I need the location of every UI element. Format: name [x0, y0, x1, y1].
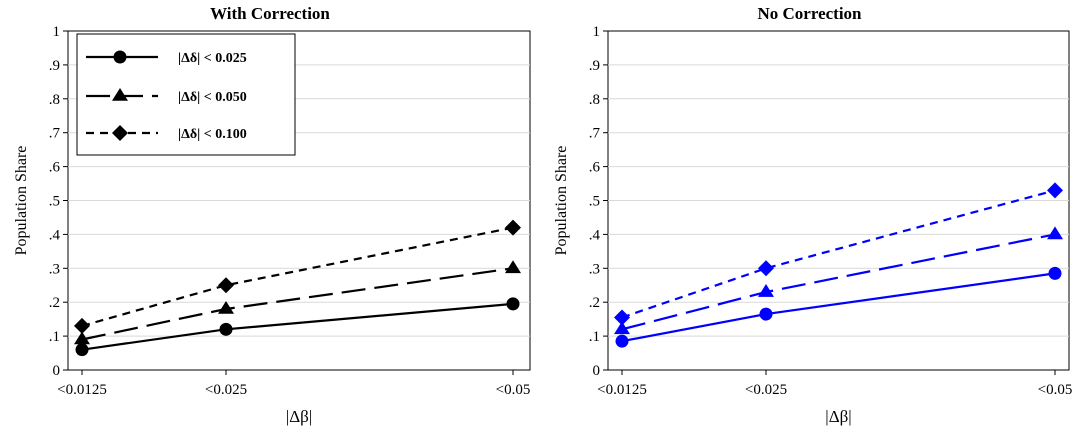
series-1: [75, 297, 520, 357]
legend-label: |Δδ| < 0.100: [178, 127, 247, 142]
data-point: [614, 321, 630, 335]
y-tick-label: .4: [49, 227, 61, 243]
series-3: [74, 219, 521, 334]
series-line: [621, 189, 1056, 319]
y-tick-label: 0: [593, 363, 601, 379]
data-point: [759, 307, 773, 321]
data-point: [218, 277, 234, 294]
y-tick-label: .3: [589, 261, 600, 277]
y-tick-label: 1: [53, 24, 61, 40]
data-point: [614, 309, 630, 326]
chart-panel-with-correction: With Correction 0 .1 .2 .3 .4 .5 .6 .7 .8 .9 1 <0.0…: [0, 0, 540, 439]
x-tick-label: <0.05: [496, 382, 531, 398]
series-3: [614, 182, 1063, 326]
x-axis-label: |Δβ|: [825, 407, 851, 426]
data-point: [506, 297, 520, 311]
data-point: [758, 284, 774, 297]
y-tick-label: .3: [49, 261, 60, 277]
x-tick-label: <0.0125: [597, 382, 647, 398]
legend-marker: [112, 88, 128, 101]
y-tick-label: .7: [49, 126, 61, 142]
y-tick-label: .6: [49, 160, 61, 176]
data-point: [758, 260, 774, 277]
y-tick-label: 1: [593, 24, 601, 40]
legend-marker: [112, 125, 128, 141]
y-tick-label: .5: [589, 194, 600, 210]
x-tick-label: <0.0125: [57, 382, 107, 398]
legend-marker: [113, 50, 127, 64]
y-tick-label: .2: [589, 295, 600, 311]
data-point: [74, 331, 90, 345]
data-point: [615, 334, 629, 348]
y-tick-label: 0: [53, 363, 61, 379]
data-point: [75, 343, 89, 357]
data-point: [505, 219, 521, 236]
data-point: [1048, 266, 1062, 280]
data-point: [219, 322, 233, 336]
y-tick-label: .2: [49, 295, 60, 311]
data-point: [74, 317, 90, 334]
x-axis-label: |Δβ|: [286, 407, 312, 426]
y-tick-label: .8: [49, 92, 60, 108]
y-tick-label: .4: [589, 227, 601, 243]
chart-panel-no-correction: No Correction 0 .1 .2 .3 .4 .5 .6 .7 .8 .9 1 <0.012…: [540, 0, 1079, 439]
series-2: [614, 226, 1063, 335]
data-point: [218, 300, 234, 314]
y-tick-label: .6: [589, 160, 601, 176]
data-point: [505, 260, 521, 274]
legend: |Δδ| < 0.025 |Δδ| < 0.050 |Δδ| < 0.100: [76, 33, 296, 156]
line-chart-with-correction: 0 .1 .2 .3 .4 .5 .6 .7 .8 .9 1 <0.0125 <0.025 <0.05 |Δ…: [13, 24, 531, 426]
line-chart-no-correction: 0 .1 .2 .3 .4 .5 .6 .7 .8 .9 1 <0.0125 <0.025 <0.05 |Δ…: [553, 24, 1073, 426]
y-axis-label: Population Share: [13, 146, 30, 256]
x-tick-label: <0.025: [205, 382, 247, 398]
y-tick-label: .1: [589, 329, 600, 345]
y-tick-label: .9: [589, 58, 600, 74]
y-tick-label: .7: [589, 126, 601, 142]
series-2: [74, 260, 521, 345]
data-point: [1047, 182, 1063, 199]
series-1: [615, 266, 1062, 348]
y-axis-label: Population Share: [553, 146, 570, 256]
x-tick-label: <0.025: [745, 382, 787, 398]
data-point: [1047, 226, 1063, 240]
legend-box: [76, 33, 296, 156]
x-tick-label: <0.05: [1038, 382, 1073, 398]
chart-title: No Correction: [757, 4, 862, 23]
y-tick-label: .5: [49, 194, 60, 210]
chart-title: With Correction: [210, 4, 330, 23]
y-tick-label: .8: [589, 92, 600, 108]
legend-label: |Δδ| < 0.025: [178, 51, 247, 66]
y-tick-label: .9: [49, 58, 60, 74]
series-line: [81, 226, 514, 327]
legend-label: |Δδ| < 0.050: [178, 90, 247, 105]
y-tick-label: .1: [49, 329, 60, 345]
